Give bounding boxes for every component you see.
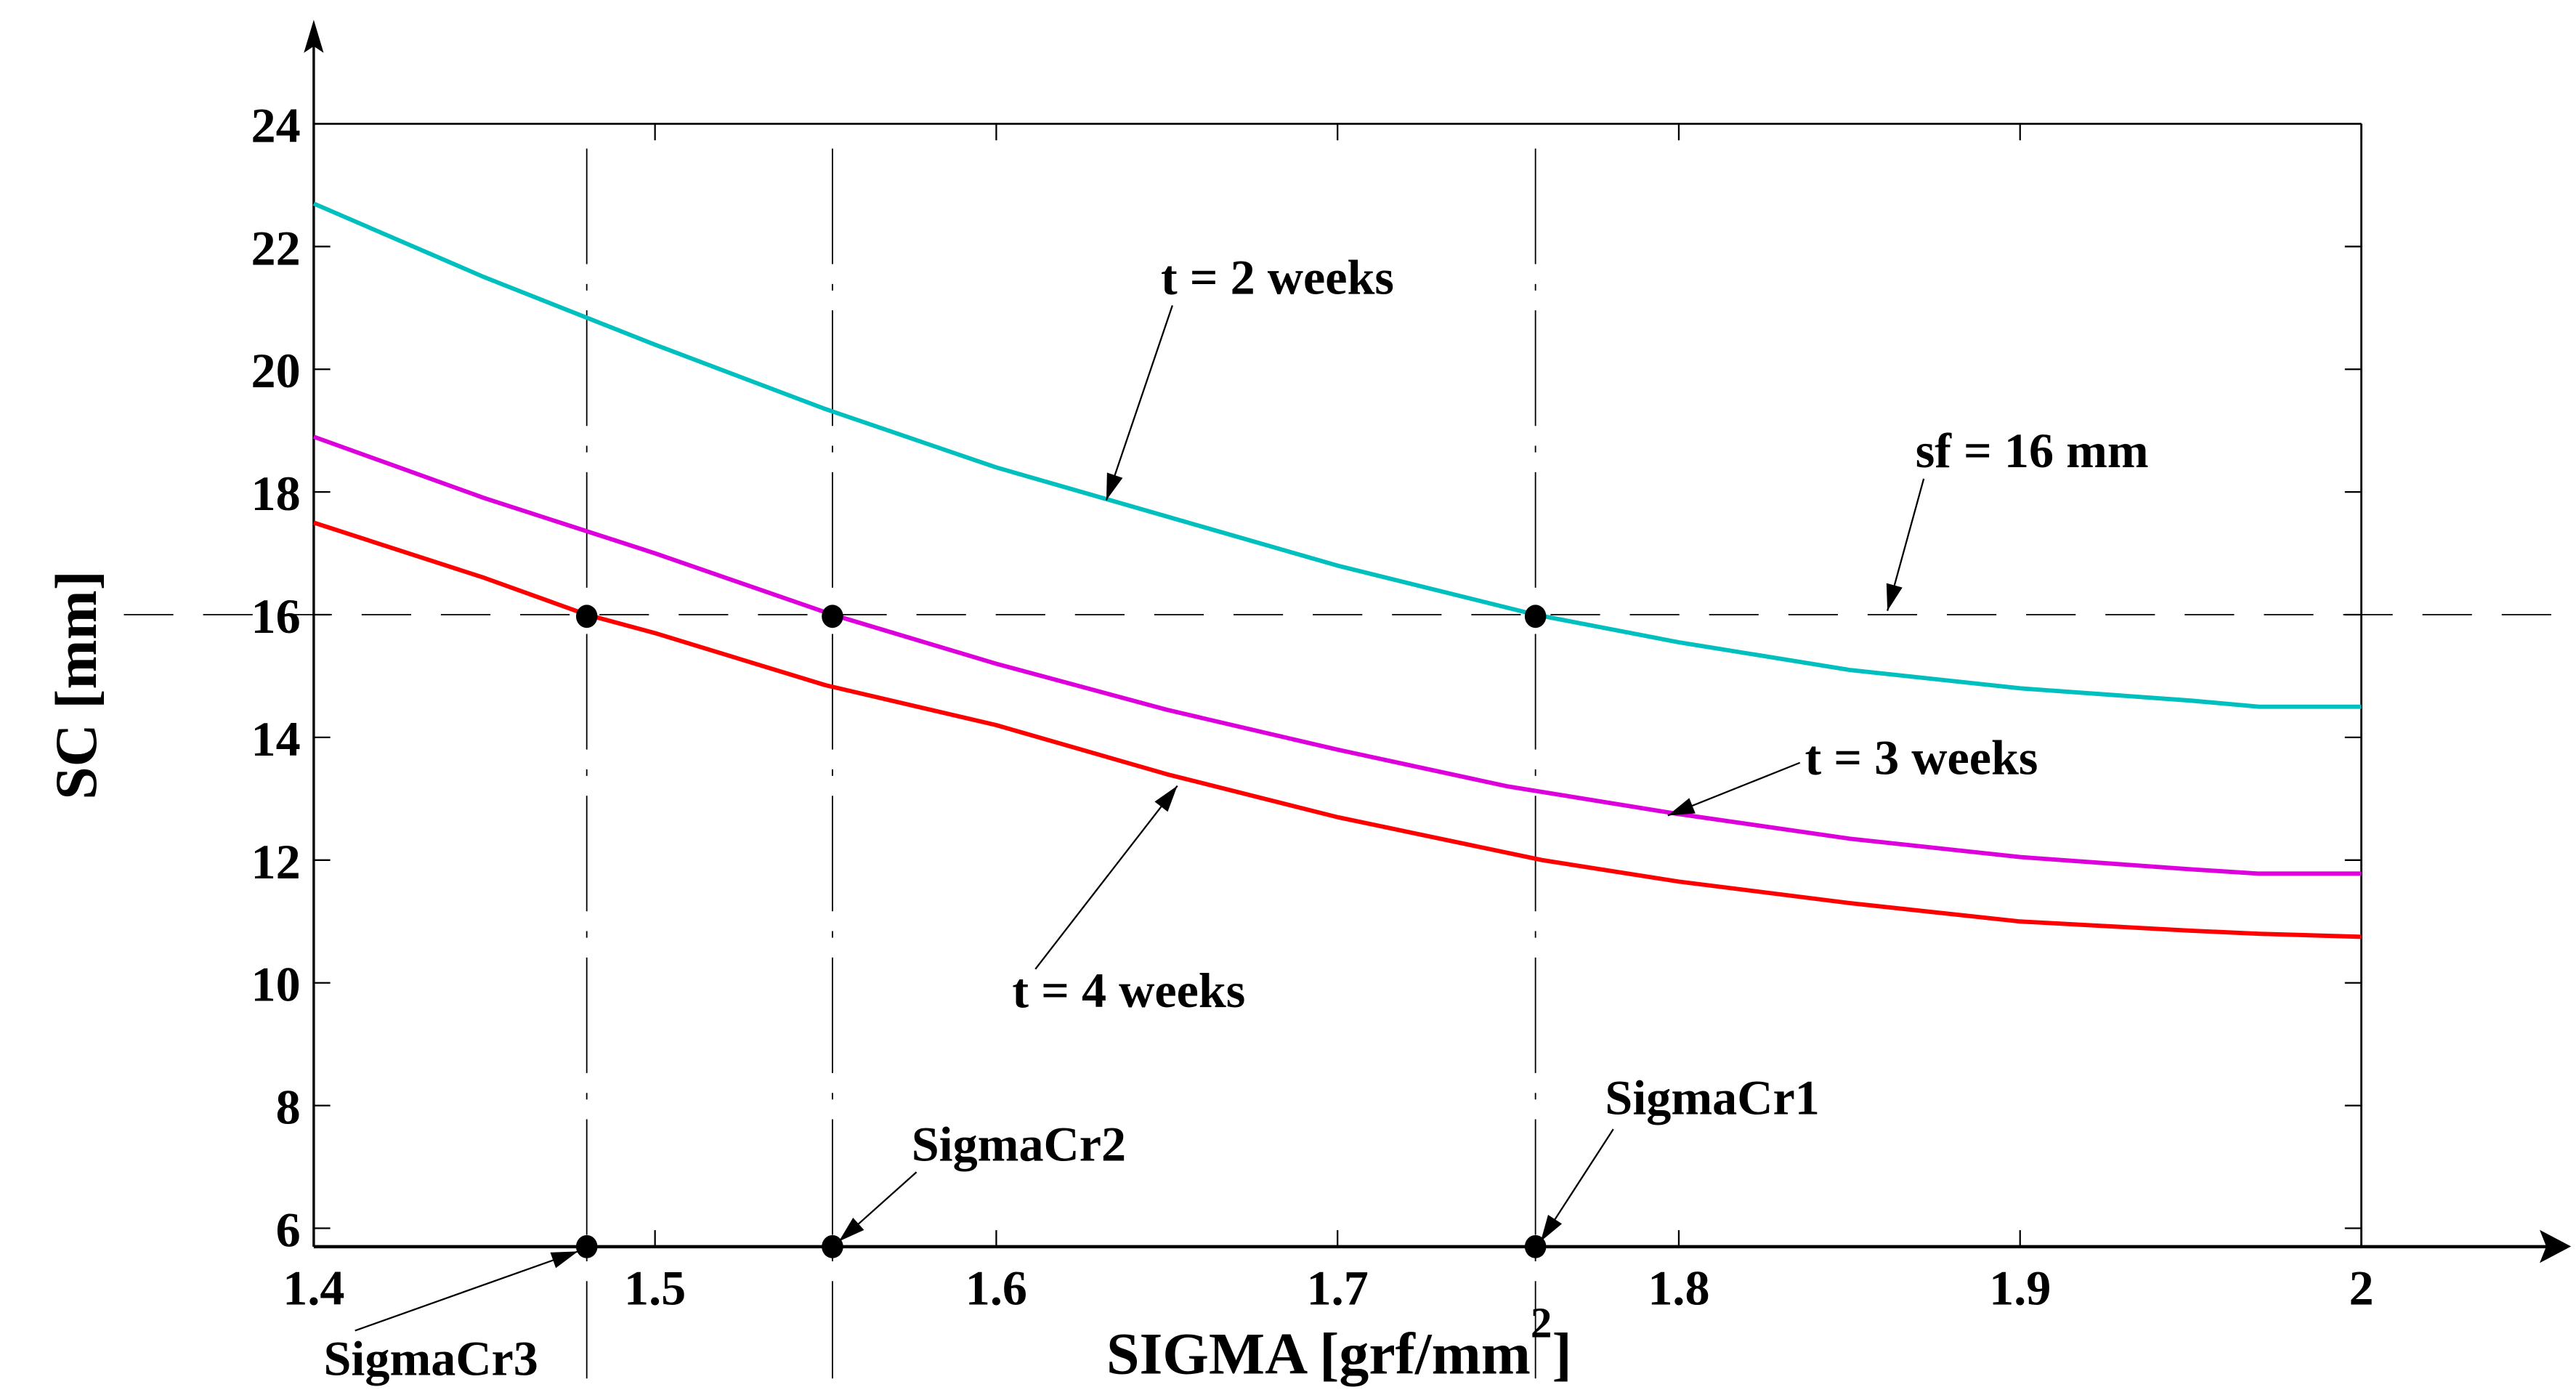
arrow-sigmacr1-head-icon bbox=[1540, 1214, 1563, 1242]
y-tick-label: 20 bbox=[251, 343, 301, 398]
y-tick-label: 24 bbox=[251, 97, 301, 153]
intersection-point bbox=[575, 604, 598, 628]
annotation-sigmacr2: SigmaCr2 bbox=[912, 1116, 1126, 1171]
y-tick-label: 12 bbox=[251, 834, 301, 889]
y-tick-label: 14 bbox=[251, 711, 301, 767]
annotation-t4-weeks: t = 4 weeks bbox=[1012, 963, 1245, 1018]
arrow-sigmacr2-head-icon bbox=[838, 1217, 864, 1242]
annotation-sf: sf = 16 mm bbox=[1916, 423, 2149, 478]
axes: 1.4 1.5 1.6 1.7 1.8 1.9 2 6 8 10 12 14 16 18 20 22 24 bbox=[251, 20, 2572, 1315]
critical-point-sigmacr2 bbox=[822, 1234, 843, 1258]
series-line-2-weeks bbox=[312, 201, 2362, 709]
arrow-sigmacr3 bbox=[355, 1250, 578, 1332]
intersection-point bbox=[1524, 604, 1547, 628]
arrow-t2-head-icon bbox=[1106, 472, 1123, 501]
y-tick-label: 22 bbox=[251, 220, 301, 275]
y-tick-label: 8 bbox=[276, 1080, 301, 1135]
annotation-sigmacr3: SigmaCr3 bbox=[324, 1331, 538, 1386]
y-tick-label: 16 bbox=[251, 589, 301, 644]
y-tick-label: 18 bbox=[251, 466, 301, 521]
y-axis-label: SC [mm] bbox=[43, 570, 109, 800]
x-tick-label: 1.9 bbox=[1989, 1260, 2051, 1315]
arrow-t4-head-icon bbox=[1154, 785, 1178, 812]
y-tick-label: 10 bbox=[251, 957, 301, 1012]
arrow-t2 bbox=[1105, 304, 1173, 501]
series-line-3-weeks bbox=[312, 434, 2362, 876]
y-axis-arrow-icon bbox=[304, 20, 324, 53]
x-tick-label: 1.4 bbox=[283, 1260, 344, 1315]
series-line-4-weeks bbox=[312, 520, 2362, 939]
arrow-t4 bbox=[1034, 785, 1178, 970]
arrow-t3-head-icon bbox=[1667, 798, 1696, 816]
x-tick-label: 1.5 bbox=[624, 1260, 686, 1315]
x-axis-arrow-icon bbox=[2539, 1229, 2572, 1263]
arrow-sf-head-icon bbox=[1886, 583, 1903, 611]
annotation-t3-weeks: t = 3 weeks bbox=[1805, 730, 2038, 785]
arrow-sigmacr3-head-icon bbox=[550, 1251, 578, 1269]
x-tick-label: 1.7 bbox=[1307, 1260, 1369, 1315]
intersection-point bbox=[822, 604, 843, 628]
x-axis-label: SIGMA [grf/mm2] bbox=[1106, 1298, 1572, 1386]
x-tick-label: 1.8 bbox=[1648, 1260, 1709, 1315]
marks: t = 2 weeks t = 3 weeks t = 4 weeks sf = 16… bbox=[123, 148, 2568, 1386]
annotation-t2-weeks: t = 2 weeks bbox=[1161, 249, 1394, 304]
critical-point-sigmacr3 bbox=[575, 1234, 598, 1258]
annotation-sigmacr1: SigmaCr1 bbox=[1605, 1070, 1819, 1125]
y-tick-label: 6 bbox=[276, 1202, 301, 1258]
x-tick-label: 1.6 bbox=[965, 1260, 1027, 1315]
x-tick-label: 2 bbox=[2349, 1260, 2373, 1315]
